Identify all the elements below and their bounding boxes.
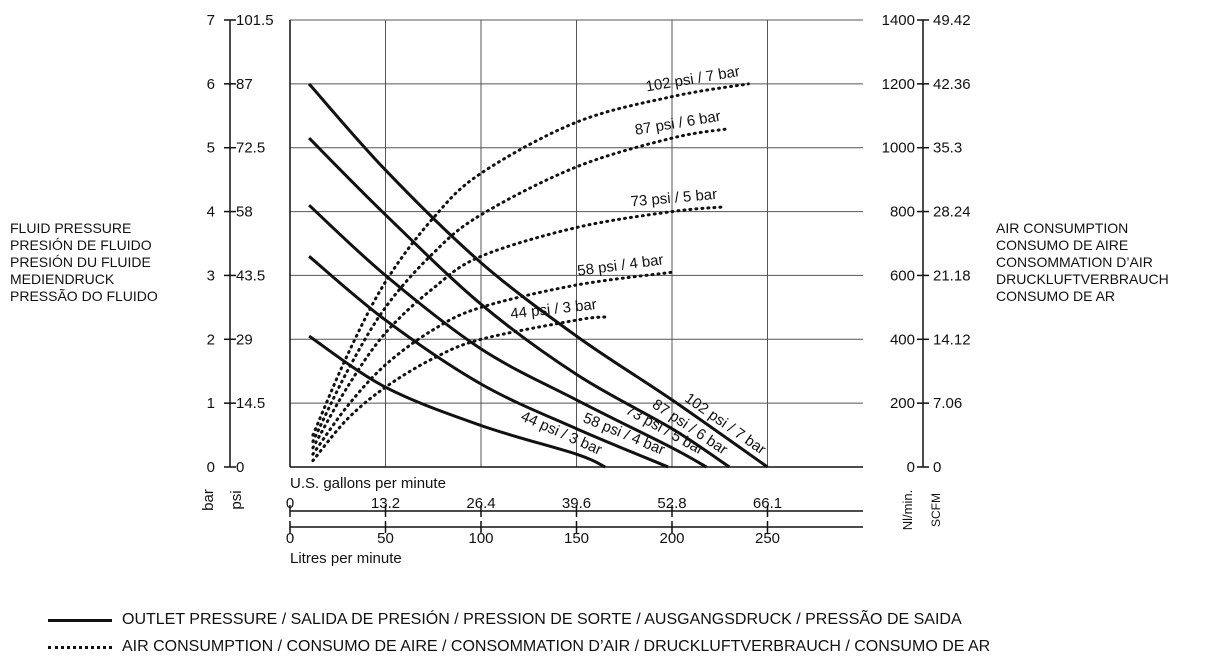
litres-tick-label: 200 [659,530,684,547]
scfm-tick-label: 7.06 [933,395,962,412]
bar-tick-label: 1 [207,395,215,412]
scfm-tick-label: 21.18 [933,267,971,284]
scfm-tick-label: 35.3 [933,140,962,157]
unit-psi-label: psi [228,490,245,509]
outlet-pressure-line [308,204,708,469]
gallons-tick-label: 66.1 [753,495,782,512]
nl-tick-label: 400 [890,331,915,348]
legend-air-label: AIR CONSUMPTION / CONSUMO DE AIRE / CONS… [122,638,991,655]
legend-outlet-pressure: OUTLET PRESSURE / SALIDA DE PRESIÓN / PR… [48,611,962,629]
scfm-tick-label: 42.36 [933,76,971,93]
outlet-pressure-line [307,82,769,469]
left-axis-title-line: PRESIÓN DE FLUIDO [10,237,152,253]
outlet-pressure-line [308,137,731,469]
air-series-label: 102 psi / 7 bar [644,63,741,95]
gallons-tick-label: 52.8 [657,495,686,512]
left-axis-title: FLUID PRESSURE PRESIÓN DE FLUIDO PRESIÓN… [10,220,158,305]
gallons-axis-label: U.S. gallons per minute [290,475,446,492]
nl-tick-label: 600 [890,267,915,284]
unit-scfm-label: SCFM [929,493,943,527]
bar-tick-label: 6 [207,76,215,93]
air-series-label: 87 psi / 6 bar [634,108,722,139]
bar-tick-label: 7 [207,12,215,29]
left-axis-title-line: MEDIENDRUCK [10,271,115,287]
psi-tick-label: 87 [236,76,253,93]
nl-tick-label: 800 [890,204,915,221]
litres-axis-label: Litres per minute [290,550,402,567]
psi-tick-label: 43.5 [236,267,265,284]
psi-tick-label: 14.5 [236,395,265,412]
nl-tick-label: 200 [890,395,915,412]
gallons-tick-label: 13.2 [371,495,400,512]
right-axis-title-line: DRUCKLUFTVERBRAUCH [996,271,1169,287]
legend-outlet-label: OUTLET PRESSURE / SALIDA DE PRESIÓN / PR… [122,611,962,628]
left-axis-title-line: PRESSÃO DO FLUIDO [10,288,158,304]
gallons-tick-label: 26.4 [466,495,495,512]
psi-tick-label: 72.5 [236,140,265,157]
air-consumption-line [311,315,607,463]
left-axis-title-line: FLUID PRESSURE [10,220,132,236]
gallons-tick-label: 39.6 [562,495,591,512]
bar-tick-label: 5 [207,140,215,157]
dotted-line-swatch [48,645,112,649]
scfm-tick-label: 0 [933,459,941,476]
litres-tick-label: 50 [377,530,394,547]
nl-tick-label: 1400 [882,12,915,29]
right-axis-title: AIR CONSUMPTION CONSUMO DE AIRE CONSOMMA… [996,220,1169,305]
litres-tick-label: 0 [286,530,294,547]
nl-tick-label: 1000 [882,140,915,157]
right-axis-title-line: CONSUMO DE AR [996,288,1116,304]
nl-tick-label: 0 [907,459,915,476]
legend-air-consumption: AIR CONSUMPTION / CONSUMO DE AIRE / CONS… [48,638,990,656]
right-axis-title-line: CONSUMO DE AIRE [996,237,1129,253]
outlet-pressure-line [308,255,669,469]
air-consumption-line [311,270,674,456]
bar-tick-label: 2 [207,331,215,348]
right-axis-title-line: AIR CONSUMPTION [996,220,1129,236]
psi-tick-label: 58 [236,204,253,221]
unit-nl-label: Nl/min. [900,490,915,530]
unit-bar-label: bar [200,489,217,511]
left-axis-title-line: PRESIÓN DU FLUIDE [10,254,151,270]
gallons-tick-label: 0 [286,495,294,512]
air-consumption-line [311,82,750,437]
bar-tick-label: 4 [207,204,215,221]
scfm-tick-label: 28.24 [933,204,971,221]
scfm-tick-label: 14.12 [933,331,971,348]
nl-tick-label: 1200 [882,76,915,93]
air-series-label: 73 psi / 5 bar [630,186,718,211]
solid-line-swatch [48,618,112,622]
bar-tick-label: 3 [207,267,215,284]
bar-tick-label: 0 [207,459,215,476]
psi-tick-label: 0 [236,459,244,476]
outlet-pressure-line [308,334,606,469]
right-axis-title-line: CONSOMMATION D’AIR [996,254,1153,270]
litres-tick-label: 100 [468,530,493,547]
air-consumption-line [311,127,731,443]
psi-tick-label: 101.5 [236,12,274,29]
psi-tick-label: 29 [236,331,253,348]
litres-tick-label: 150 [564,530,589,547]
scfm-tick-label: 49.42 [933,12,971,29]
litres-tick-label: 250 [755,530,780,547]
